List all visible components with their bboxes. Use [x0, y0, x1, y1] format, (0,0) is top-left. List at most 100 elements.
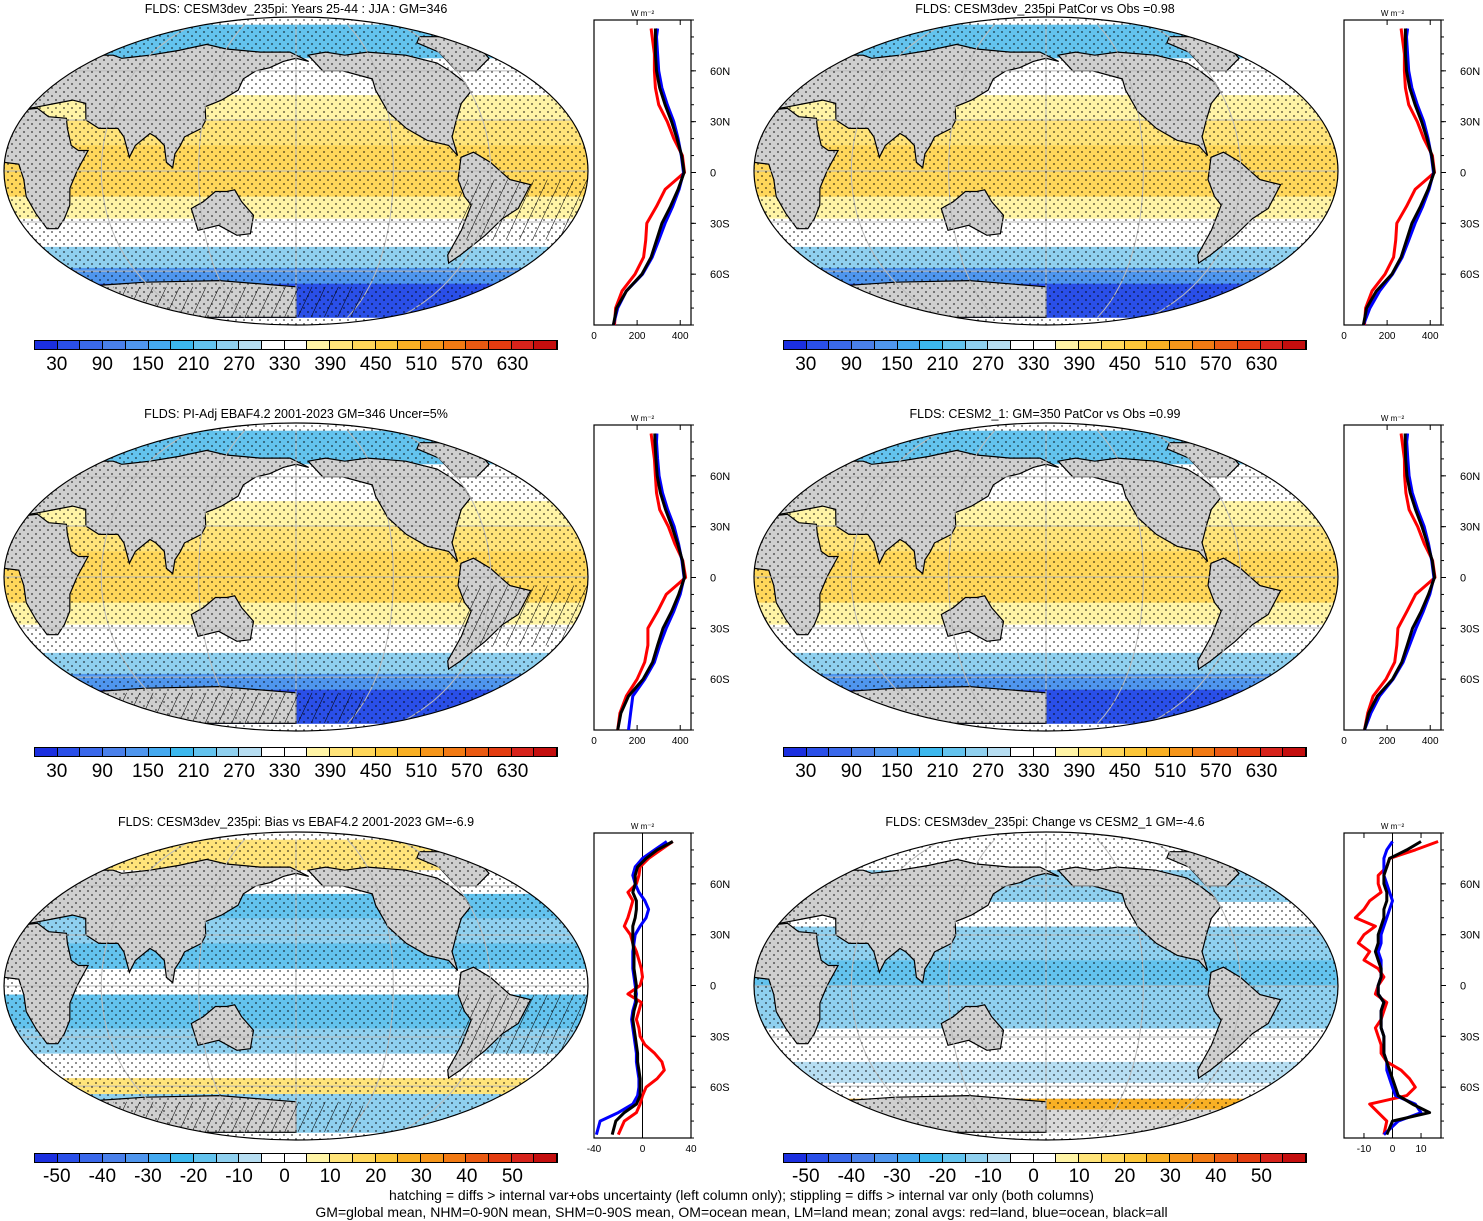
colorbar-tick-label: 10 — [319, 1166, 341, 1187]
colorbar-tick-label: 510 — [405, 761, 438, 782]
zonal-x-tick-label: 200 — [629, 736, 646, 747]
colorbar-cell — [352, 341, 376, 349]
zonal-lat-tick-label: 0 — [1460, 573, 1466, 585]
colorbar-cell — [1124, 341, 1148, 349]
map-field — [754, 423, 1338, 731]
colorbar-cell — [352, 748, 376, 756]
colorbar-tick-label: 330 — [1017, 761, 1050, 782]
colorbar-cell — [193, 748, 217, 756]
colorbar-tick-label: -40 — [88, 1166, 117, 1187]
colorbar-cell — [1147, 748, 1170, 756]
colorbar-cell — [352, 1154, 376, 1162]
colorbar-tick-label: 30 — [46, 761, 68, 782]
colorbar-cell — [988, 748, 1012, 756]
zonal-frame — [1343, 19, 1442, 326]
colorbar-cell — [1033, 341, 1057, 349]
colorbar-cell — [193, 341, 217, 349]
colorbar-cell — [330, 1154, 353, 1162]
zonal-lat-tick-label: 30N — [1460, 117, 1480, 129]
zonal-lat-tick-label: 30N — [1460, 522, 1480, 534]
colorbar-cell — [466, 748, 490, 756]
colorbar-cell — [897, 748, 921, 756]
colorbar-cell — [193, 1154, 217, 1162]
colorbar-tick-label: 630 — [1245, 761, 1278, 782]
colorbar-cell — [511, 1154, 535, 1162]
colorbar-tick-label: 50 — [1250, 1166, 1272, 1187]
panel-title-1: FLDS: CESM3dev_235pi: Years 25-44 : JJA … — [144, 2, 448, 16]
colorbar-cell — [103, 341, 126, 349]
zonal-x-tick-label: -40 — [587, 1144, 602, 1155]
zonal-x-tick-label: 200 — [629, 331, 646, 342]
colorbar-cell — [965, 341, 989, 349]
zonal-lat-tick-label: 60N — [1460, 879, 1480, 891]
colorbar-tick-label: 0 — [1028, 1166, 1039, 1187]
colorbar-cell — [171, 341, 194, 349]
zonal-lat-tick-label: 30N — [710, 117, 730, 129]
zonal-x-tick-label: 0 — [1390, 1144, 1396, 1155]
colorbar-cell — [784, 748, 807, 756]
colorbar-cell — [897, 1154, 921, 1162]
zonal-x-tick-label: 400 — [1422, 331, 1439, 342]
colorbar-tick-label: 270 — [972, 761, 1004, 782]
colorbar-tick-label: 20 — [365, 1166, 387, 1187]
colorbar-cell — [466, 1154, 490, 1162]
colorbar-cell — [398, 341, 421, 349]
colorbar-tick-label: 270 — [223, 354, 255, 375]
zonal-units-label: W m⁻² — [631, 9, 655, 18]
colorbar-cell — [1238, 1154, 1261, 1162]
zonal-lat-tick-label: 60N — [1460, 66, 1480, 78]
colorbar-tick-label: 630 — [1245, 354, 1278, 375]
colorbar-cell — [262, 341, 285, 349]
colorbar-cell — [125, 1154, 149, 1162]
zonal-x-tick-label: 0 — [1341, 331, 1347, 342]
colorbar-cell — [103, 1154, 126, 1162]
colorbar-tick-label: 40 — [456, 1166, 478, 1187]
colorbar-cell — [375, 1154, 399, 1162]
zonal-plot-2: W m⁻² 0 200 400 60N 30N 0 30S 60S — [1341, 9, 1480, 342]
colorbar-cell — [1283, 341, 1307, 349]
colorbar-tick-label: -50 — [792, 1166, 820, 1187]
colorbar-cell — [1260, 1154, 1284, 1162]
colorbar-cell — [1011, 748, 1034, 756]
colorbar-tick-label: 150 — [132, 354, 164, 375]
colorbar-cell — [443, 341, 467, 349]
colorbar-cell — [443, 1154, 467, 1162]
panel-title-3: FLDS: PI-Adj EBAF4.2 2001-2023 GM=346 Un… — [144, 407, 448, 421]
colorbar-tick-label: 330 — [1017, 354, 1050, 375]
zonal-lat-tick-label: 30S — [1460, 1031, 1480, 1043]
colorbar-cell — [125, 748, 149, 756]
colorbar-tick-label: 630 — [496, 354, 529, 375]
colorbar-cell — [784, 1154, 807, 1162]
colorbar-cell — [874, 341, 898, 349]
colorbar-cell — [829, 1154, 853, 1162]
colorbar-tick-label: 210 — [926, 761, 959, 782]
colorbar-cell — [806, 748, 830, 756]
map-panel-5 — [3, 831, 589, 1141]
colorbar-cell — [1056, 748, 1080, 756]
zonal-lat-tick-label: 30S — [710, 218, 730, 230]
colorbar-cell — [1169, 341, 1193, 349]
colorbar-cell — [489, 341, 512, 349]
colorbar-cell — [874, 1154, 898, 1162]
footer-note-2: GM=global mean, NHM=0-90N mean, SHM=0-90… — [315, 1204, 1168, 1220]
colorbar-cell — [216, 341, 240, 349]
zonal-x-tick-label: 0 — [1341, 736, 1347, 747]
zonal-x-tick-label: 0 — [640, 1144, 646, 1155]
colorbar-tick-label: -20 — [179, 1166, 208, 1187]
colorbar-cell — [57, 341, 81, 349]
colorbar-cell — [330, 341, 353, 349]
colorbar-cell — [920, 748, 943, 756]
colorbar-3 — [34, 747, 558, 757]
zonal-x-tick-label: 0 — [591, 736, 597, 747]
colorbar-tick-label: 150 — [881, 354, 913, 375]
colorbar-cell — [80, 341, 104, 349]
zonal-plot-5: W m⁻² -40 0 40 60N 30N 0 30S 60S — [587, 822, 730, 1155]
colorbar-tick-label: 150 — [881, 761, 913, 782]
colorbar-cell — [1101, 748, 1125, 756]
colorbar-5 — [34, 1153, 558, 1163]
colorbar-cell — [1283, 748, 1307, 756]
colorbar-cell — [466, 341, 490, 349]
colorbar-tick-label: 40 — [1205, 1166, 1227, 1187]
colorbar-cell — [239, 1154, 263, 1162]
colorbar-cell — [852, 341, 875, 349]
